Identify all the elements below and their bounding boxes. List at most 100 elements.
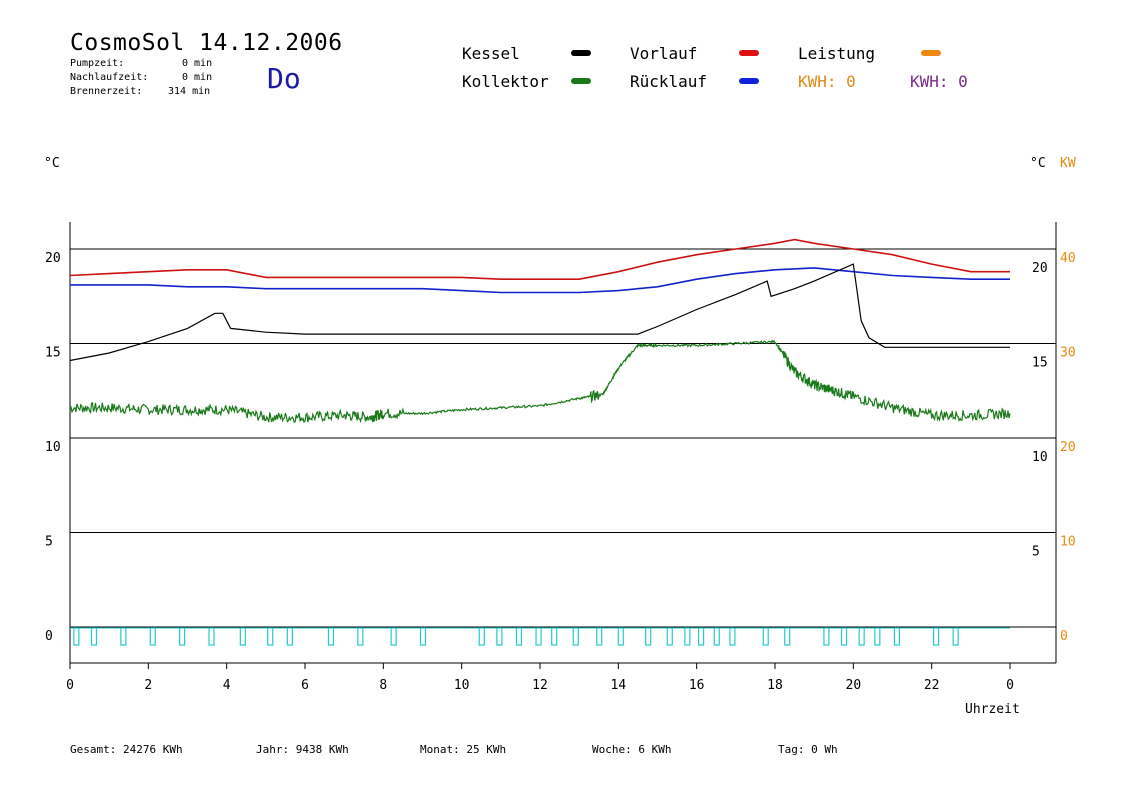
pump-pulse	[596, 627, 603, 646]
y-tick-label-right-kw: 30	[1060, 346, 1076, 361]
brennerzeit-label: Brennerzeit:	[70, 86, 143, 97]
chart-title: CosmoSol 14.12.2006	[70, 30, 343, 56]
jahr-value: 9438 KWh	[295, 743, 349, 756]
legend-ruecklauf-label: Rücklauf	[630, 72, 708, 91]
pumpzeit-value: 0 min	[182, 58, 213, 69]
x-tick-label: 12	[532, 678, 548, 693]
brennerzeit-row: Brennerzeit: 314 min	[70, 86, 210, 97]
right-axis-unit-celsius: °C	[1030, 156, 1046, 171]
x-tick-label: 14	[611, 678, 627, 693]
pump-pulse	[858, 627, 865, 646]
weekday-label: Do	[267, 62, 301, 95]
pump-pulse	[149, 627, 156, 646]
pumpzeit-label: Pumpzeit:	[70, 58, 125, 69]
y-tick-label-left: 10	[45, 440, 61, 455]
x-tick-label: 0	[66, 678, 74, 693]
jahr-label: Jahr:	[256, 743, 290, 756]
woche-label: Woche:	[592, 743, 632, 756]
brennerzeit-value: 314 min	[168, 86, 211, 97]
x-tick-label: 16	[689, 678, 705, 693]
pump-pulse	[762, 627, 769, 646]
pump-pulse	[239, 627, 246, 646]
pump-pulse	[515, 627, 523, 646]
pump-pulse	[357, 627, 364, 646]
y-tick-label-left: 20	[45, 251, 61, 266]
pump-pulse	[208, 627, 215, 646]
legend-kwh-leistung: KWH: 0	[798, 72, 856, 91]
series-kollektor	[69, 339, 1011, 424]
pump-pulse	[73, 627, 80, 646]
pump-pulse	[551, 627, 558, 646]
y-tick-label-left: 5	[45, 535, 53, 550]
pump-pulse	[179, 627, 186, 646]
legend-vorlauf-swatch	[739, 50, 759, 56]
x-tick-label: 2	[144, 678, 152, 693]
y-tick-label-left: 0	[45, 629, 53, 644]
y-tick-label-right-kw: 10	[1060, 535, 1076, 550]
y-tick-label-right-celsius: 5	[1032, 545, 1040, 560]
pump-pulse	[666, 627, 673, 646]
series-vorlauf	[69, 238, 1010, 281]
y-tick-label-right-celsius: 20	[1032, 261, 1048, 276]
x-tick-label: 20	[846, 678, 862, 693]
legend-ruecklauf-swatch	[739, 78, 759, 84]
footer-jahr: Jahr: 9438 KWh	[256, 743, 349, 756]
pump-pulse	[932, 627, 940, 646]
pump-pulse	[267, 627, 274, 646]
nachlaufzeit-label: Nachlaufzeit:	[70, 72, 149, 83]
monat-value: 25 KWh	[466, 743, 507, 756]
tag-label: Tag:	[778, 743, 805, 756]
legend-kessel-swatch	[571, 50, 591, 56]
pump-pulse	[952, 627, 959, 646]
y-tick-label-right-celsius: 10	[1032, 450, 1048, 465]
pump-pulse	[729, 627, 736, 646]
y-tick-label-right-kw: 0	[1060, 629, 1068, 644]
right-axis-unit-kw: KW	[1060, 156, 1076, 171]
tag-value: 0 Wh	[811, 743, 838, 756]
pump-pulse	[478, 627, 485, 646]
pump-pulse	[617, 627, 624, 646]
pump-pulse	[874, 627, 881, 646]
pump-pulse	[327, 627, 335, 646]
x-tick-label: 22	[924, 678, 940, 693]
gesamt-label: Gesamt:	[70, 743, 117, 756]
woche-value: 6 KWh	[638, 743, 672, 756]
gesamt-value: 24276 KWh	[122, 743, 183, 756]
pumpzeit-row: Pumpzeit: 0 min	[70, 58, 212, 69]
y-tick-label-right-kw: 20	[1060, 440, 1076, 455]
left-axis-unit: °C	[44, 156, 60, 171]
x-tick-label: 0	[1006, 678, 1014, 693]
x-tick-label: 10	[454, 678, 470, 693]
x-axis-label: Uhrzeit	[965, 702, 1020, 717]
legend-kollektor-swatch	[571, 78, 591, 84]
legend-vorlauf-label: Vorlauf	[630, 44, 698, 63]
y-tick-label-right-kw: 40	[1060, 251, 1076, 266]
x-tick-label: 4	[223, 678, 231, 693]
y-tick-label-left: 15	[45, 346, 61, 361]
series-kessel	[69, 263, 1010, 362]
footer-gesamt: Gesamt: 24276 KWh	[70, 743, 183, 756]
pump-pulse	[713, 627, 720, 646]
footer-tag: Tag: 0 Wh	[778, 743, 838, 756]
x-tick-label: 18	[767, 678, 783, 693]
footer-monat: Monat: 25 KWh	[420, 743, 506, 756]
pump-pulse	[784, 627, 791, 646]
monat-label: Monat:	[420, 743, 460, 756]
legend-kwh-secondary: KWH: 0	[910, 72, 968, 91]
pump-pulse	[684, 627, 691, 646]
pump-pulse	[645, 627, 652, 646]
nachlaufzeit-value: 0 min	[182, 72, 213, 83]
nachlaufzeit-row: Nachlaufzeit: 0 min	[70, 72, 212, 83]
y-tick-label-right-celsius: 15	[1032, 356, 1048, 371]
pump-pulse	[90, 627, 98, 646]
pump-pulse	[286, 627, 293, 646]
pump-pulse	[419, 627, 427, 646]
pump-pulse	[893, 627, 901, 646]
legend-leistung-swatch	[921, 50, 941, 56]
footer-woche: Woche: 6 KWh	[592, 743, 672, 756]
pump-pulse	[697, 627, 705, 646]
legend-kessel-label: Kessel	[462, 44, 520, 63]
series-ruecklauf	[70, 267, 1010, 294]
pump-pulse	[823, 627, 830, 646]
